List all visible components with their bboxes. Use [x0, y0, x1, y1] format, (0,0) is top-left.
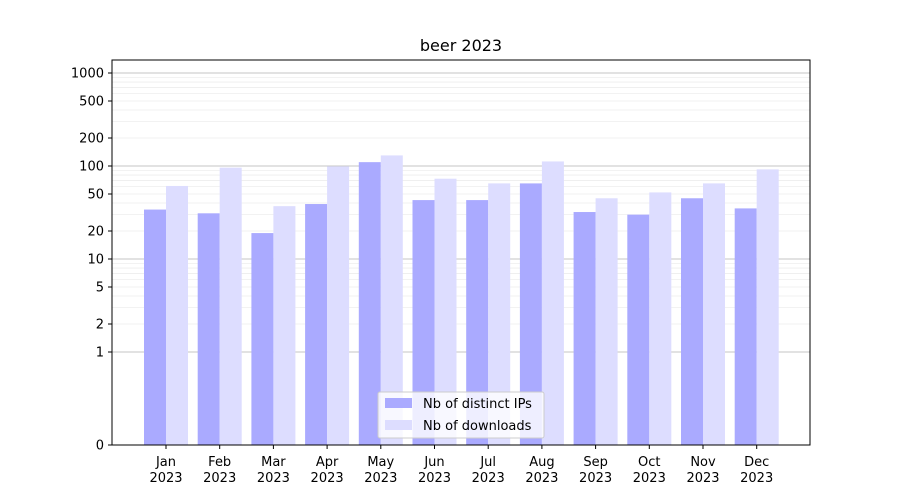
plot-frame: [111, 59, 811, 446]
bar-distinct-ips: [466, 200, 489, 445]
bar-downloads: [434, 178, 457, 445]
y-tick-label: 5: [96, 280, 104, 295]
bar-distinct-ips: [144, 209, 166, 445]
x-tick-label-year: 2023: [740, 471, 773, 486]
bar-distinct-ips: [519, 183, 542, 446]
legend-box: [377, 391, 545, 439]
bar-downloads: [219, 167, 242, 445]
x-tick-label-year: 2023: [203, 471, 236, 486]
bar-distinct-ips: [358, 162, 381, 445]
x-tick-label-month: Apr: [316, 455, 339, 470]
legend-label-ips: Nb of distinct IPs: [423, 397, 532, 412]
y-tick-label: 0: [96, 439, 104, 454]
x-tick-label-year: 2023: [686, 471, 719, 486]
y-tick-label: 200: [79, 132, 104, 147]
x-tick-label-year: 2023: [149, 471, 182, 486]
x-tick-label-month: May: [367, 455, 394, 470]
bar-downloads: [273, 206, 296, 445]
x-tick-label-month: Jul: [479, 455, 496, 470]
legend-swatch-downloads: [385, 420, 412, 430]
x-tick-label-month: Oct: [638, 455, 660, 470]
x-tick-label-month: Sep: [583, 455, 608, 470]
y-tick-label: 1: [96, 346, 104, 361]
x-tick-label-year: 2023: [579, 471, 612, 486]
bar-distinct-ips: [573, 212, 596, 445]
bar-distinct-ips: [412, 200, 435, 445]
y-tick-label: 50: [87, 187, 104, 202]
y-tick-label: 1000: [71, 67, 104, 82]
bar-distinct-ips: [734, 208, 757, 445]
x-tick-label-year: 2023: [472, 471, 505, 486]
legend-label-downloads: Nb of downloads: [423, 419, 532, 434]
x-tick-label-month: Mar: [261, 455, 286, 470]
legend-swatch-ips: [385, 398, 412, 408]
y-tick-label: 20: [87, 225, 104, 240]
bar-downloads: [327, 166, 350, 445]
bar-distinct-ips: [681, 198, 703, 445]
bar-downloads: [649, 192, 672, 445]
x-tick-label-month: Aug: [529, 455, 554, 470]
y-tick-label: 100: [79, 160, 104, 175]
chart-title: beer 2023: [420, 36, 502, 55]
bar-downloads: [541, 161, 564, 445]
bar-distinct-ips: [305, 204, 328, 445]
y-tick-label: 2: [96, 318, 104, 333]
x-tick-label-month: Feb: [208, 455, 231, 470]
y-tick-label: 10: [87, 253, 104, 268]
x-tick-label-year: 2023: [364, 471, 397, 486]
bar-distinct-ips: [251, 233, 274, 445]
x-axis: Jan2023Feb2023Mar2023Apr2023May2023Jun20…: [149, 445, 773, 486]
y-axis: 0 1 2 5 10 20 50 100 200 500 1000: [71, 67, 112, 454]
bar-downloads: [488, 183, 511, 446]
bar-distinct-ips: [627, 214, 650, 445]
x-tick-label-month: Jan: [155, 455, 176, 470]
bar-distinct-ips: [197, 213, 220, 445]
bar-downloads: [595, 198, 618, 445]
x-tick-label-year: 2023: [633, 471, 666, 486]
bar-downloads: [703, 183, 725, 446]
bars: [144, 155, 779, 446]
x-tick-label-year: 2023: [257, 471, 290, 486]
x-tick-label-year: 2023: [418, 471, 451, 486]
x-tick-label-month: Jun: [423, 455, 444, 470]
bar-downloads: [166, 185, 188, 445]
bar-downloads: [756, 169, 779, 445]
legend: Nb of distinct IPs Nb of downloads: [377, 391, 545, 439]
y-tick-label: 500: [79, 94, 104, 109]
x-tick-label-month: Nov: [690, 455, 716, 470]
bar-downloads: [380, 155, 403, 446]
x-tick-label-year: 2023: [525, 471, 558, 486]
x-tick-label-year: 2023: [311, 471, 344, 486]
x-tick-label-month: Dec: [744, 455, 769, 470]
